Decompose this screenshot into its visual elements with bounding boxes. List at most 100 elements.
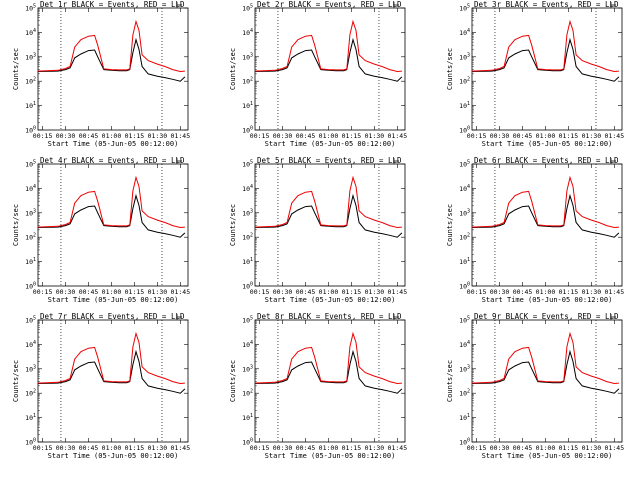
x-axis-label: Start Time (05-Jun-05 00:12:00)	[265, 140, 396, 148]
panel-title: Det 7r BLACK = Events, RED = LLD	[40, 312, 185, 321]
y-axis-label: Counts/sec	[446, 48, 454, 90]
x-tick-label: 01:30	[582, 132, 602, 140]
x-tick-label: 01:00	[319, 288, 339, 296]
y-axis-label: Counts/sec	[446, 360, 454, 402]
x-tick-label: 00:45	[296, 288, 316, 296]
flag-marker	[610, 158, 616, 164]
y-axis-label: Counts/sec	[12, 204, 20, 246]
y-tick-label: 104	[242, 184, 253, 193]
flag-marker	[610, 314, 616, 320]
lld-series-line	[37, 19, 185, 73]
y-tick-label: 103	[242, 364, 253, 373]
y-tick-label: 104	[459, 184, 470, 193]
x-tick-label: 00:30	[490, 288, 510, 296]
chart-panel: Det 4r BLACK = Events, RED = LLD 100 101 10…	[12, 156, 190, 304]
x-tick-label: 00:45	[513, 132, 533, 140]
y-axis-label: Counts/sec	[12, 360, 20, 402]
y-tick-label: 102	[459, 389, 470, 398]
x-tick-label: 00:15	[250, 288, 270, 296]
panel-title: Det 2r BLACK = Events, RED = LLD	[257, 0, 402, 9]
x-tick-label: 01:15	[125, 444, 145, 452]
y-tick-label: 100	[242, 126, 253, 135]
x-tick-label: 00:45	[296, 444, 316, 452]
chart-panel: Det 8r BLACK = Events, RED = LLD 100 101 10…	[229, 312, 407, 460]
x-tick-label: 01:45	[388, 132, 408, 140]
y-tick-label: 100	[25, 438, 36, 447]
x-tick-label: 01:15	[125, 288, 145, 296]
lld-series-line	[37, 331, 185, 385]
y-tick-label: 102	[25, 77, 36, 86]
chart-panel: Det 1r BLACK = Events, RED = LLD 100 101 10…	[12, 0, 190, 148]
plot-frame	[37, 163, 189, 287]
x-tick-label: 00:30	[490, 132, 510, 140]
x-tick-label: 01:30	[148, 444, 168, 452]
y-tick-label: 105	[25, 316, 36, 325]
panel-title: Det 6r BLACK = Events, RED = LLD	[474, 156, 619, 165]
y-tick-label: 102	[25, 233, 36, 242]
x-tick-label: 01:15	[559, 444, 579, 452]
events-series-line	[471, 193, 620, 238]
y-tick-label: 103	[459, 52, 470, 61]
x-tick-label: 01:45	[388, 288, 408, 296]
events-series-line	[254, 349, 403, 394]
x-tick-label: 00:45	[79, 288, 99, 296]
lld-series-line	[471, 331, 619, 385]
x-axis-label: Start Time (05-Jun-05 00:12:00)	[482, 296, 613, 304]
y-tick-label: 102	[459, 77, 470, 86]
x-tick-label: 00:15	[467, 444, 487, 452]
x-tick-label: 01:00	[319, 132, 339, 140]
lld-series-line	[254, 175, 402, 229]
x-tick-label: 01:45	[388, 444, 408, 452]
events-series-line	[37, 349, 186, 394]
x-tick-label: 01:00	[102, 288, 122, 296]
y-tick-label: 104	[459, 340, 470, 349]
x-tick-label: 01:00	[319, 444, 339, 452]
y-tick-label: 100	[25, 126, 36, 135]
flag-marker	[610, 2, 616, 8]
y-tick-label: 100	[242, 438, 253, 447]
x-tick-label: 01:30	[582, 288, 602, 296]
y-tick-label: 103	[459, 364, 470, 373]
x-tick-label: 01:45	[171, 444, 191, 452]
y-tick-label: 103	[242, 52, 253, 61]
plot-frame	[254, 163, 406, 287]
y-tick-label: 105	[25, 4, 36, 13]
y-tick-label: 104	[25, 184, 36, 193]
x-axis-label: Start Time (05-Jun-05 00:12:00)	[48, 452, 179, 460]
chart-panel: Det 5r BLACK = Events, RED = LLD 100 101 10…	[229, 156, 407, 304]
lld-series-line	[471, 175, 619, 229]
x-tick-label: 01:30	[365, 444, 385, 452]
y-tick-label: 105	[459, 160, 470, 169]
x-tick-label: 00:15	[250, 444, 270, 452]
x-tick-label: 01:30	[365, 288, 385, 296]
x-tick-label: 01:00	[536, 288, 556, 296]
y-tick-label: 102	[459, 233, 470, 242]
x-tick-label: 01:15	[342, 444, 362, 452]
x-tick-label: 01:00	[536, 132, 556, 140]
x-tick-label: 00:15	[467, 132, 487, 140]
y-tick-label: 101	[459, 257, 470, 266]
lld-series-line	[254, 331, 402, 385]
chart-panel: Det 2r BLACK = Events, RED = LLD 100 101 10…	[229, 0, 407, 148]
y-tick-label: 102	[25, 389, 36, 398]
y-tick-label: 104	[25, 340, 36, 349]
y-tick-label: 105	[25, 160, 36, 169]
events-series-line	[471, 349, 620, 394]
plot-frame	[471, 163, 623, 287]
y-tick-label: 105	[242, 160, 253, 169]
x-tick-label: 01:45	[171, 132, 191, 140]
panel-title: Det 8r BLACK = Events, RED = LLD	[257, 312, 402, 321]
y-tick-label: 103	[25, 52, 36, 61]
flag-marker	[393, 2, 399, 8]
y-tick-label: 100	[25, 282, 36, 291]
plot-frame	[37, 7, 189, 131]
x-tick-label: 01:15	[342, 132, 362, 140]
chart-panel: Det 9r BLACK = Events, RED = LLD 100 101 10…	[446, 312, 624, 460]
events-series-line	[254, 193, 403, 238]
x-tick-label: 00:45	[513, 444, 533, 452]
flag-marker	[176, 314, 182, 320]
x-axis-label: Start Time (05-Jun-05 00:12:00)	[482, 452, 613, 460]
x-tick-label: 01:30	[582, 444, 602, 452]
y-tick-label: 101	[242, 257, 253, 266]
y-tick-label: 101	[25, 101, 36, 110]
